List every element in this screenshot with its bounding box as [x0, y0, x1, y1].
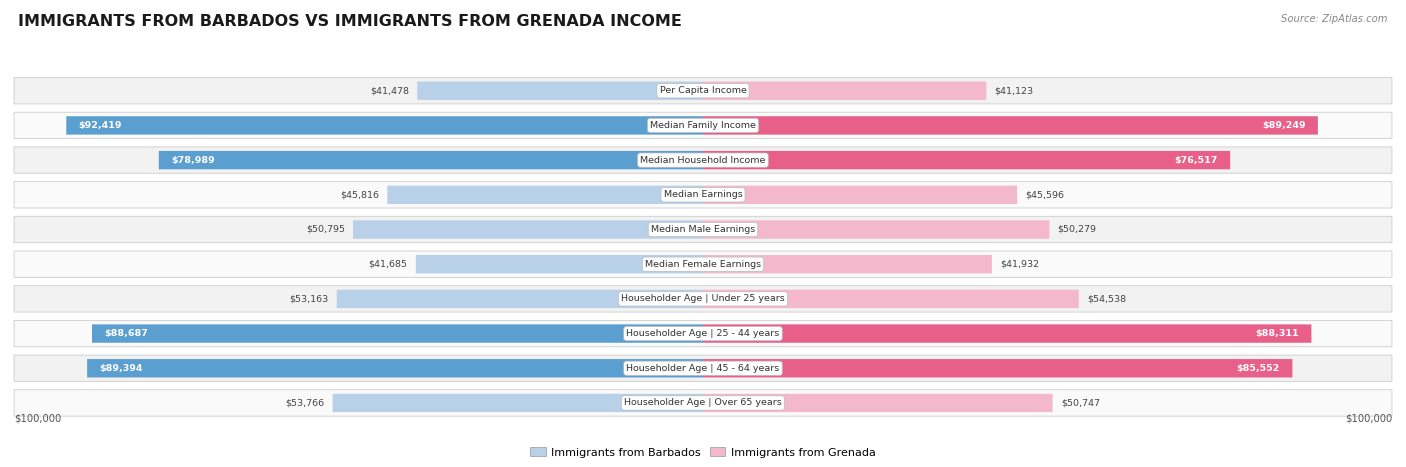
- FancyBboxPatch shape: [703, 151, 1230, 170]
- Text: Median Earnings: Median Earnings: [664, 191, 742, 199]
- FancyBboxPatch shape: [14, 355, 1392, 382]
- FancyBboxPatch shape: [703, 290, 1078, 308]
- Text: IMMIGRANTS FROM BARBADOS VS IMMIGRANTS FROM GRENADA INCOME: IMMIGRANTS FROM BARBADOS VS IMMIGRANTS F…: [18, 14, 682, 29]
- FancyBboxPatch shape: [353, 220, 703, 239]
- Text: Householder Age | 45 - 64 years: Householder Age | 45 - 64 years: [627, 364, 779, 373]
- Text: Householder Age | Over 65 years: Householder Age | Over 65 years: [624, 398, 782, 407]
- FancyBboxPatch shape: [703, 359, 1292, 377]
- FancyBboxPatch shape: [66, 116, 703, 134]
- Text: $88,687: $88,687: [104, 329, 148, 338]
- FancyBboxPatch shape: [703, 82, 987, 100]
- Text: $53,766: $53,766: [285, 398, 325, 407]
- Text: $41,123: $41,123: [994, 86, 1033, 95]
- FancyBboxPatch shape: [14, 286, 1392, 312]
- Text: Median Household Income: Median Household Income: [640, 156, 766, 164]
- FancyBboxPatch shape: [416, 255, 703, 273]
- FancyBboxPatch shape: [703, 185, 1017, 204]
- FancyBboxPatch shape: [14, 320, 1392, 347]
- Text: $89,249: $89,249: [1261, 121, 1306, 130]
- FancyBboxPatch shape: [14, 182, 1392, 208]
- FancyBboxPatch shape: [91, 325, 703, 343]
- Text: $45,596: $45,596: [1025, 191, 1064, 199]
- Text: $88,311: $88,311: [1256, 329, 1299, 338]
- Text: $41,478: $41,478: [370, 86, 409, 95]
- Text: $54,538: $54,538: [1087, 294, 1126, 304]
- Text: Householder Age | 25 - 44 years: Householder Age | 25 - 44 years: [627, 329, 779, 338]
- Text: Median Family Income: Median Family Income: [650, 121, 756, 130]
- FancyBboxPatch shape: [337, 290, 703, 308]
- Text: $50,279: $50,279: [1057, 225, 1097, 234]
- Text: $53,163: $53,163: [290, 294, 329, 304]
- Text: $85,552: $85,552: [1237, 364, 1279, 373]
- Text: Source: ZipAtlas.com: Source: ZipAtlas.com: [1281, 14, 1388, 24]
- Text: Median Male Earnings: Median Male Earnings: [651, 225, 755, 234]
- Text: $100,000: $100,000: [14, 414, 62, 424]
- Text: $41,932: $41,932: [1000, 260, 1039, 269]
- Text: $76,517: $76,517: [1174, 156, 1218, 164]
- Legend: Immigrants from Barbados, Immigrants from Grenada: Immigrants from Barbados, Immigrants fro…: [526, 443, 880, 462]
- Text: $50,795: $50,795: [305, 225, 344, 234]
- Text: $78,989: $78,989: [172, 156, 215, 164]
- Text: $41,685: $41,685: [368, 260, 408, 269]
- FancyBboxPatch shape: [14, 216, 1392, 243]
- Text: $100,000: $100,000: [1344, 414, 1392, 424]
- Text: Per Capita Income: Per Capita Income: [659, 86, 747, 95]
- FancyBboxPatch shape: [14, 251, 1392, 277]
- FancyBboxPatch shape: [703, 220, 1049, 239]
- Text: $50,747: $50,747: [1062, 398, 1099, 407]
- Text: Median Female Earnings: Median Female Earnings: [645, 260, 761, 269]
- FancyBboxPatch shape: [703, 116, 1317, 134]
- FancyBboxPatch shape: [333, 394, 703, 412]
- Text: $45,816: $45,816: [340, 191, 380, 199]
- FancyBboxPatch shape: [14, 112, 1392, 139]
- Text: Householder Age | Under 25 years: Householder Age | Under 25 years: [621, 294, 785, 304]
- FancyBboxPatch shape: [418, 82, 703, 100]
- FancyBboxPatch shape: [703, 394, 1053, 412]
- FancyBboxPatch shape: [159, 151, 703, 170]
- Text: $89,394: $89,394: [100, 364, 143, 373]
- FancyBboxPatch shape: [14, 390, 1392, 416]
- FancyBboxPatch shape: [703, 325, 1312, 343]
- FancyBboxPatch shape: [14, 78, 1392, 104]
- FancyBboxPatch shape: [87, 359, 703, 377]
- Text: $92,419: $92,419: [79, 121, 122, 130]
- FancyBboxPatch shape: [388, 185, 703, 204]
- FancyBboxPatch shape: [703, 255, 991, 273]
- FancyBboxPatch shape: [14, 147, 1392, 173]
